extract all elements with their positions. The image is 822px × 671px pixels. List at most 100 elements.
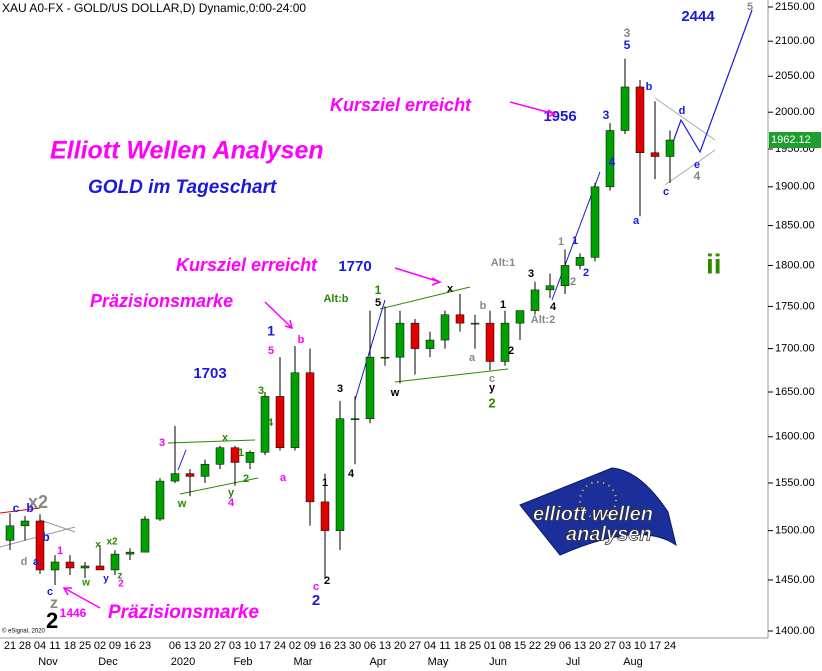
x-tick-label: 13 bbox=[379, 640, 391, 652]
annotation: z bbox=[118, 571, 123, 582]
x-tick-label: 06 bbox=[559, 640, 571, 652]
trend-line bbox=[379, 286, 471, 310]
x-tick-label: 23 bbox=[139, 640, 151, 652]
annotation: x2 bbox=[106, 537, 118, 548]
annotation: c bbox=[663, 186, 669, 198]
candle-body bbox=[635, 86, 645, 154]
candle-body bbox=[440, 314, 450, 341]
trend-line bbox=[664, 149, 716, 186]
x-tick-label: 11 bbox=[49, 640, 60, 652]
x-tick-label: 04 bbox=[424, 640, 436, 652]
logo-line2: analysen bbox=[566, 523, 652, 545]
candle-body bbox=[425, 339, 435, 349]
annotation: 4 bbox=[348, 468, 355, 480]
annotation: Präzisionsmarke bbox=[108, 602, 259, 623]
chart-title: XAU A0-FX - GOLD/US DOLLAR,D) Dynamic,0:… bbox=[2, 1, 306, 15]
x-tick-label: 25 bbox=[79, 640, 91, 652]
candle-body bbox=[650, 152, 660, 157]
candle-body bbox=[365, 356, 375, 419]
trend-line bbox=[394, 368, 509, 383]
annotation: b bbox=[298, 334, 305, 346]
annotation: 2444 bbox=[681, 8, 715, 25]
copyright: © eSignal, 2020 bbox=[2, 628, 45, 635]
annotation: Präzisionsmarke bbox=[90, 291, 233, 311]
candle-body bbox=[65, 561, 75, 569]
trend-line bbox=[654, 97, 716, 141]
annotation: 1703 bbox=[193, 365, 226, 382]
annotation: 4 bbox=[228, 497, 235, 509]
x-month-label: Aug bbox=[623, 656, 643, 668]
x-tick-label: 23 bbox=[334, 640, 346, 652]
annotation: d bbox=[21, 556, 28, 568]
x-month-label: Feb bbox=[234, 656, 253, 668]
candle-body bbox=[140, 518, 150, 553]
x-tick-label: 27 bbox=[409, 640, 421, 652]
x-tick-label: 20 bbox=[589, 640, 601, 652]
x-month-label: Jul bbox=[566, 656, 580, 668]
x-tick-label: 20 bbox=[394, 640, 406, 652]
x-tick-label: 27 bbox=[214, 640, 226, 652]
annotation: y bbox=[489, 382, 496, 394]
candle-body bbox=[290, 372, 300, 448]
annotation: ii bbox=[706, 248, 722, 279]
candle-body bbox=[275, 396, 285, 448]
x-tick-label: 02 bbox=[94, 640, 106, 652]
annotation-arrow bbox=[394, 267, 442, 286]
x-tick-label: 24 bbox=[664, 640, 676, 652]
x-tick-label: 16 bbox=[319, 640, 331, 652]
x-tick-label: 17 bbox=[259, 640, 271, 652]
candle-body bbox=[530, 289, 540, 311]
x-tick-label: 17 bbox=[649, 640, 661, 652]
annotation: 1 bbox=[322, 477, 328, 489]
y-tick-label: 1750.00 bbox=[775, 300, 815, 312]
annotation: Kursziel erreicht bbox=[330, 95, 472, 115]
x-tick-label: 15 bbox=[514, 640, 526, 652]
x-tick-label: 08 bbox=[499, 640, 511, 652]
candle-body bbox=[605, 130, 615, 188]
annotation: a bbox=[33, 556, 40, 568]
y-tick-label: 1600.00 bbox=[775, 431, 815, 443]
x-month-label: Apr bbox=[369, 656, 386, 668]
annotation: b bbox=[42, 530, 49, 544]
annotation: 1 bbox=[558, 236, 564, 248]
last-price-box bbox=[769, 132, 821, 149]
annotation: c bbox=[47, 586, 53, 598]
x-tick-label: 09 bbox=[109, 640, 121, 652]
annotation: GOLD im Tageschart bbox=[88, 177, 277, 198]
candle-body bbox=[470, 322, 480, 325]
x-tick-label: 25 bbox=[469, 640, 481, 652]
annotation: 2 bbox=[46, 608, 58, 633]
annotation: 3 bbox=[337, 383, 343, 395]
annotation: 5 bbox=[268, 345, 274, 357]
annotation: 1 bbox=[238, 447, 244, 459]
annotation: 2 bbox=[324, 575, 330, 587]
x-tick-label: 21 bbox=[4, 640, 16, 652]
annotation: w bbox=[390, 387, 400, 399]
candle-body bbox=[80, 565, 90, 569]
annotation: 3 bbox=[603, 108, 610, 122]
candle-body bbox=[200, 464, 210, 477]
annotation: 1 bbox=[375, 283, 382, 297]
x-tick-label: 16 bbox=[124, 640, 136, 652]
x-tick-label: 18 bbox=[454, 640, 466, 652]
annotation: 1 bbox=[500, 299, 506, 311]
candle-body bbox=[185, 473, 195, 477]
annotation: Kursziel erreicht bbox=[176, 255, 318, 275]
candle-body bbox=[485, 322, 495, 362]
annotation: a bbox=[280, 472, 287, 484]
y-tick-label: 1650.00 bbox=[775, 386, 815, 398]
x-tick-label: 06 bbox=[364, 640, 376, 652]
annotation: 2 bbox=[508, 345, 514, 357]
annotation: w bbox=[81, 578, 90, 589]
annotation: x bbox=[447, 283, 454, 295]
y-tick-label: 1900.00 bbox=[775, 181, 815, 193]
annotation: Alt:b bbox=[323, 293, 348, 305]
candle-body bbox=[215, 447, 225, 465]
candle-body bbox=[665, 139, 675, 157]
x-tick-label: 04 bbox=[34, 640, 46, 652]
annotation: 5 bbox=[375, 297, 381, 309]
annotation: b bbox=[480, 300, 487, 312]
annotation: z bbox=[50, 595, 58, 612]
annotation: 3 bbox=[258, 385, 264, 397]
